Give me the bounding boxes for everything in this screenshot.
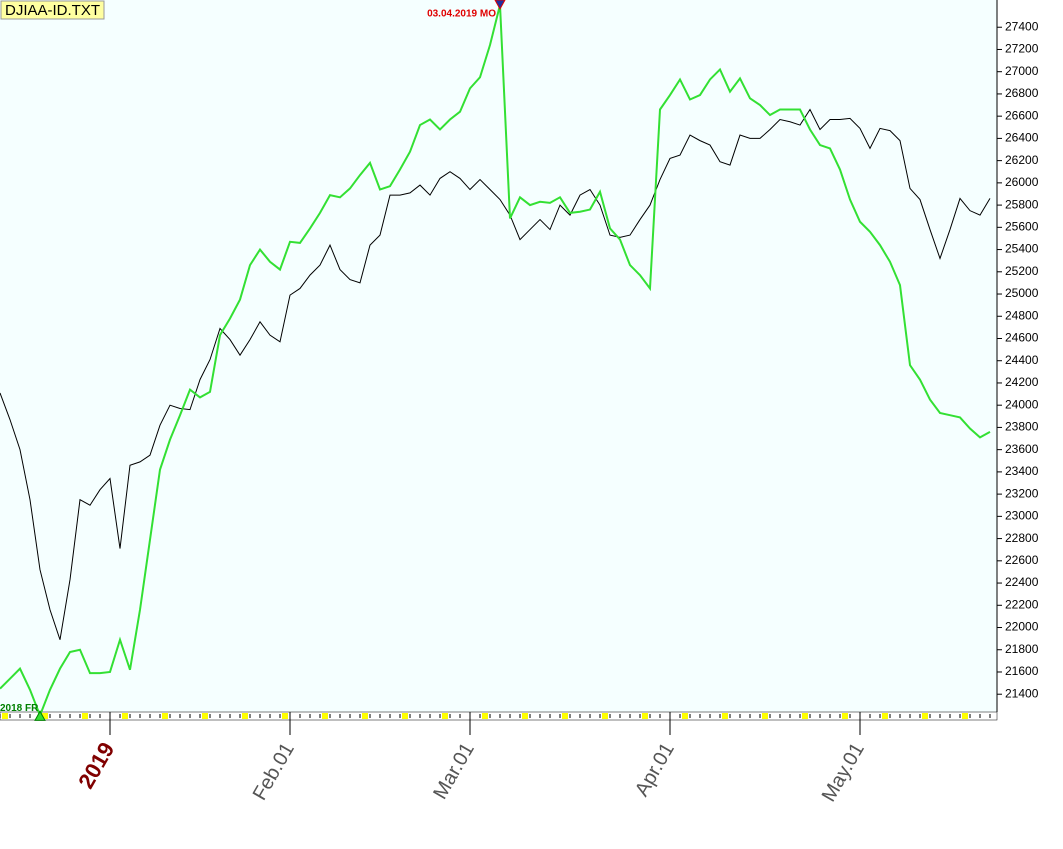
chart-title: DJIAA-ID.TXT: [5, 2, 100, 19]
strip-box: [202, 713, 208, 719]
strip-box: [442, 713, 448, 719]
y-tick-label: 22200: [1005, 597, 1039, 611]
strip-box: [722, 713, 728, 719]
annotation-marker: [494, 0, 506, 11]
y-tick-label: 24800: [1005, 308, 1039, 322]
y-tick-label: 24000: [1005, 397, 1039, 411]
series-line: [0, 4, 991, 719]
y-tick-label: 23800: [1005, 420, 1039, 434]
strip-box: [762, 713, 768, 719]
strip-box: [562, 713, 568, 719]
y-tick-label: 21600: [1005, 664, 1039, 678]
y-tick-label: 25200: [1005, 264, 1039, 278]
y-tick-label: 24600: [1005, 331, 1039, 345]
y-tick-label: 21400: [1005, 686, 1039, 700]
strip-box: [962, 713, 968, 719]
annotation: 03.04.2019 MO: [427, 9, 496, 20]
strip-box: [282, 713, 288, 719]
y-tick-label: 26800: [1005, 86, 1039, 100]
y-tick-label: 27000: [1005, 64, 1039, 78]
y-tick-label: 23200: [1005, 486, 1039, 500]
y-tick-label: 27400: [1005, 19, 1039, 33]
y-tick-label: 25600: [1005, 219, 1039, 233]
strip-box: [402, 713, 408, 719]
strip-box: [522, 713, 528, 719]
x-tick-label: 2019: [73, 738, 119, 793]
strip-box: [682, 713, 688, 719]
y-tick-label: 26600: [1005, 108, 1039, 122]
strip-box: [802, 713, 808, 719]
strip-box: [882, 713, 888, 719]
y-tick-label: 22000: [1005, 620, 1039, 634]
x-tick-label: Feb.01: [249, 739, 299, 804]
y-tick-label: 22800: [1005, 531, 1039, 545]
annotation: 2018 FR: [0, 703, 39, 714]
y-tick-label: 25800: [1005, 197, 1039, 211]
title-box: [0, 0, 105, 20]
strip-box: [162, 713, 168, 719]
strip-box: [642, 713, 648, 719]
y-tick-label: 27200: [1005, 42, 1039, 56]
y-tick-label: 23600: [1005, 442, 1039, 456]
y-tick-label: 26200: [1005, 153, 1039, 167]
x-tick-label: Apr.01: [631, 739, 679, 800]
strip-box: [42, 713, 48, 719]
y-tick-label: 21800: [1005, 642, 1039, 656]
strip-box: [602, 713, 608, 719]
plot-area: [0, 0, 997, 712]
annotation-marker: [34, 710, 46, 721]
y-tick-label: 26400: [1005, 131, 1039, 145]
series-line: [0, 108, 991, 640]
x-tick-label: Mar.01: [429, 739, 479, 803]
y-tick-label: 24400: [1005, 353, 1039, 367]
y-tick-label: 23400: [1005, 464, 1039, 478]
y-tick-label: 26000: [1005, 175, 1039, 189]
strip-box: [122, 713, 128, 719]
date-strip: [0, 711, 998, 721]
y-tick-label: 25400: [1005, 242, 1039, 256]
y-tick-label: 25000: [1005, 286, 1039, 300]
strip-box: [82, 713, 88, 719]
y-tick-label: 24200: [1005, 375, 1039, 389]
strip-box: [322, 713, 328, 719]
strip-box: [362, 713, 368, 719]
y-tick-label: 22400: [1005, 575, 1039, 589]
strip-box: [242, 713, 248, 719]
strip-box: [842, 713, 848, 719]
strip-box: [482, 713, 488, 719]
y-tick-label: 23000: [1005, 509, 1039, 523]
strip-box: [2, 713, 8, 719]
y-tick-label: 22600: [1005, 553, 1039, 567]
x-tick-label: May.01: [818, 739, 869, 806]
strip-box: [922, 713, 928, 719]
